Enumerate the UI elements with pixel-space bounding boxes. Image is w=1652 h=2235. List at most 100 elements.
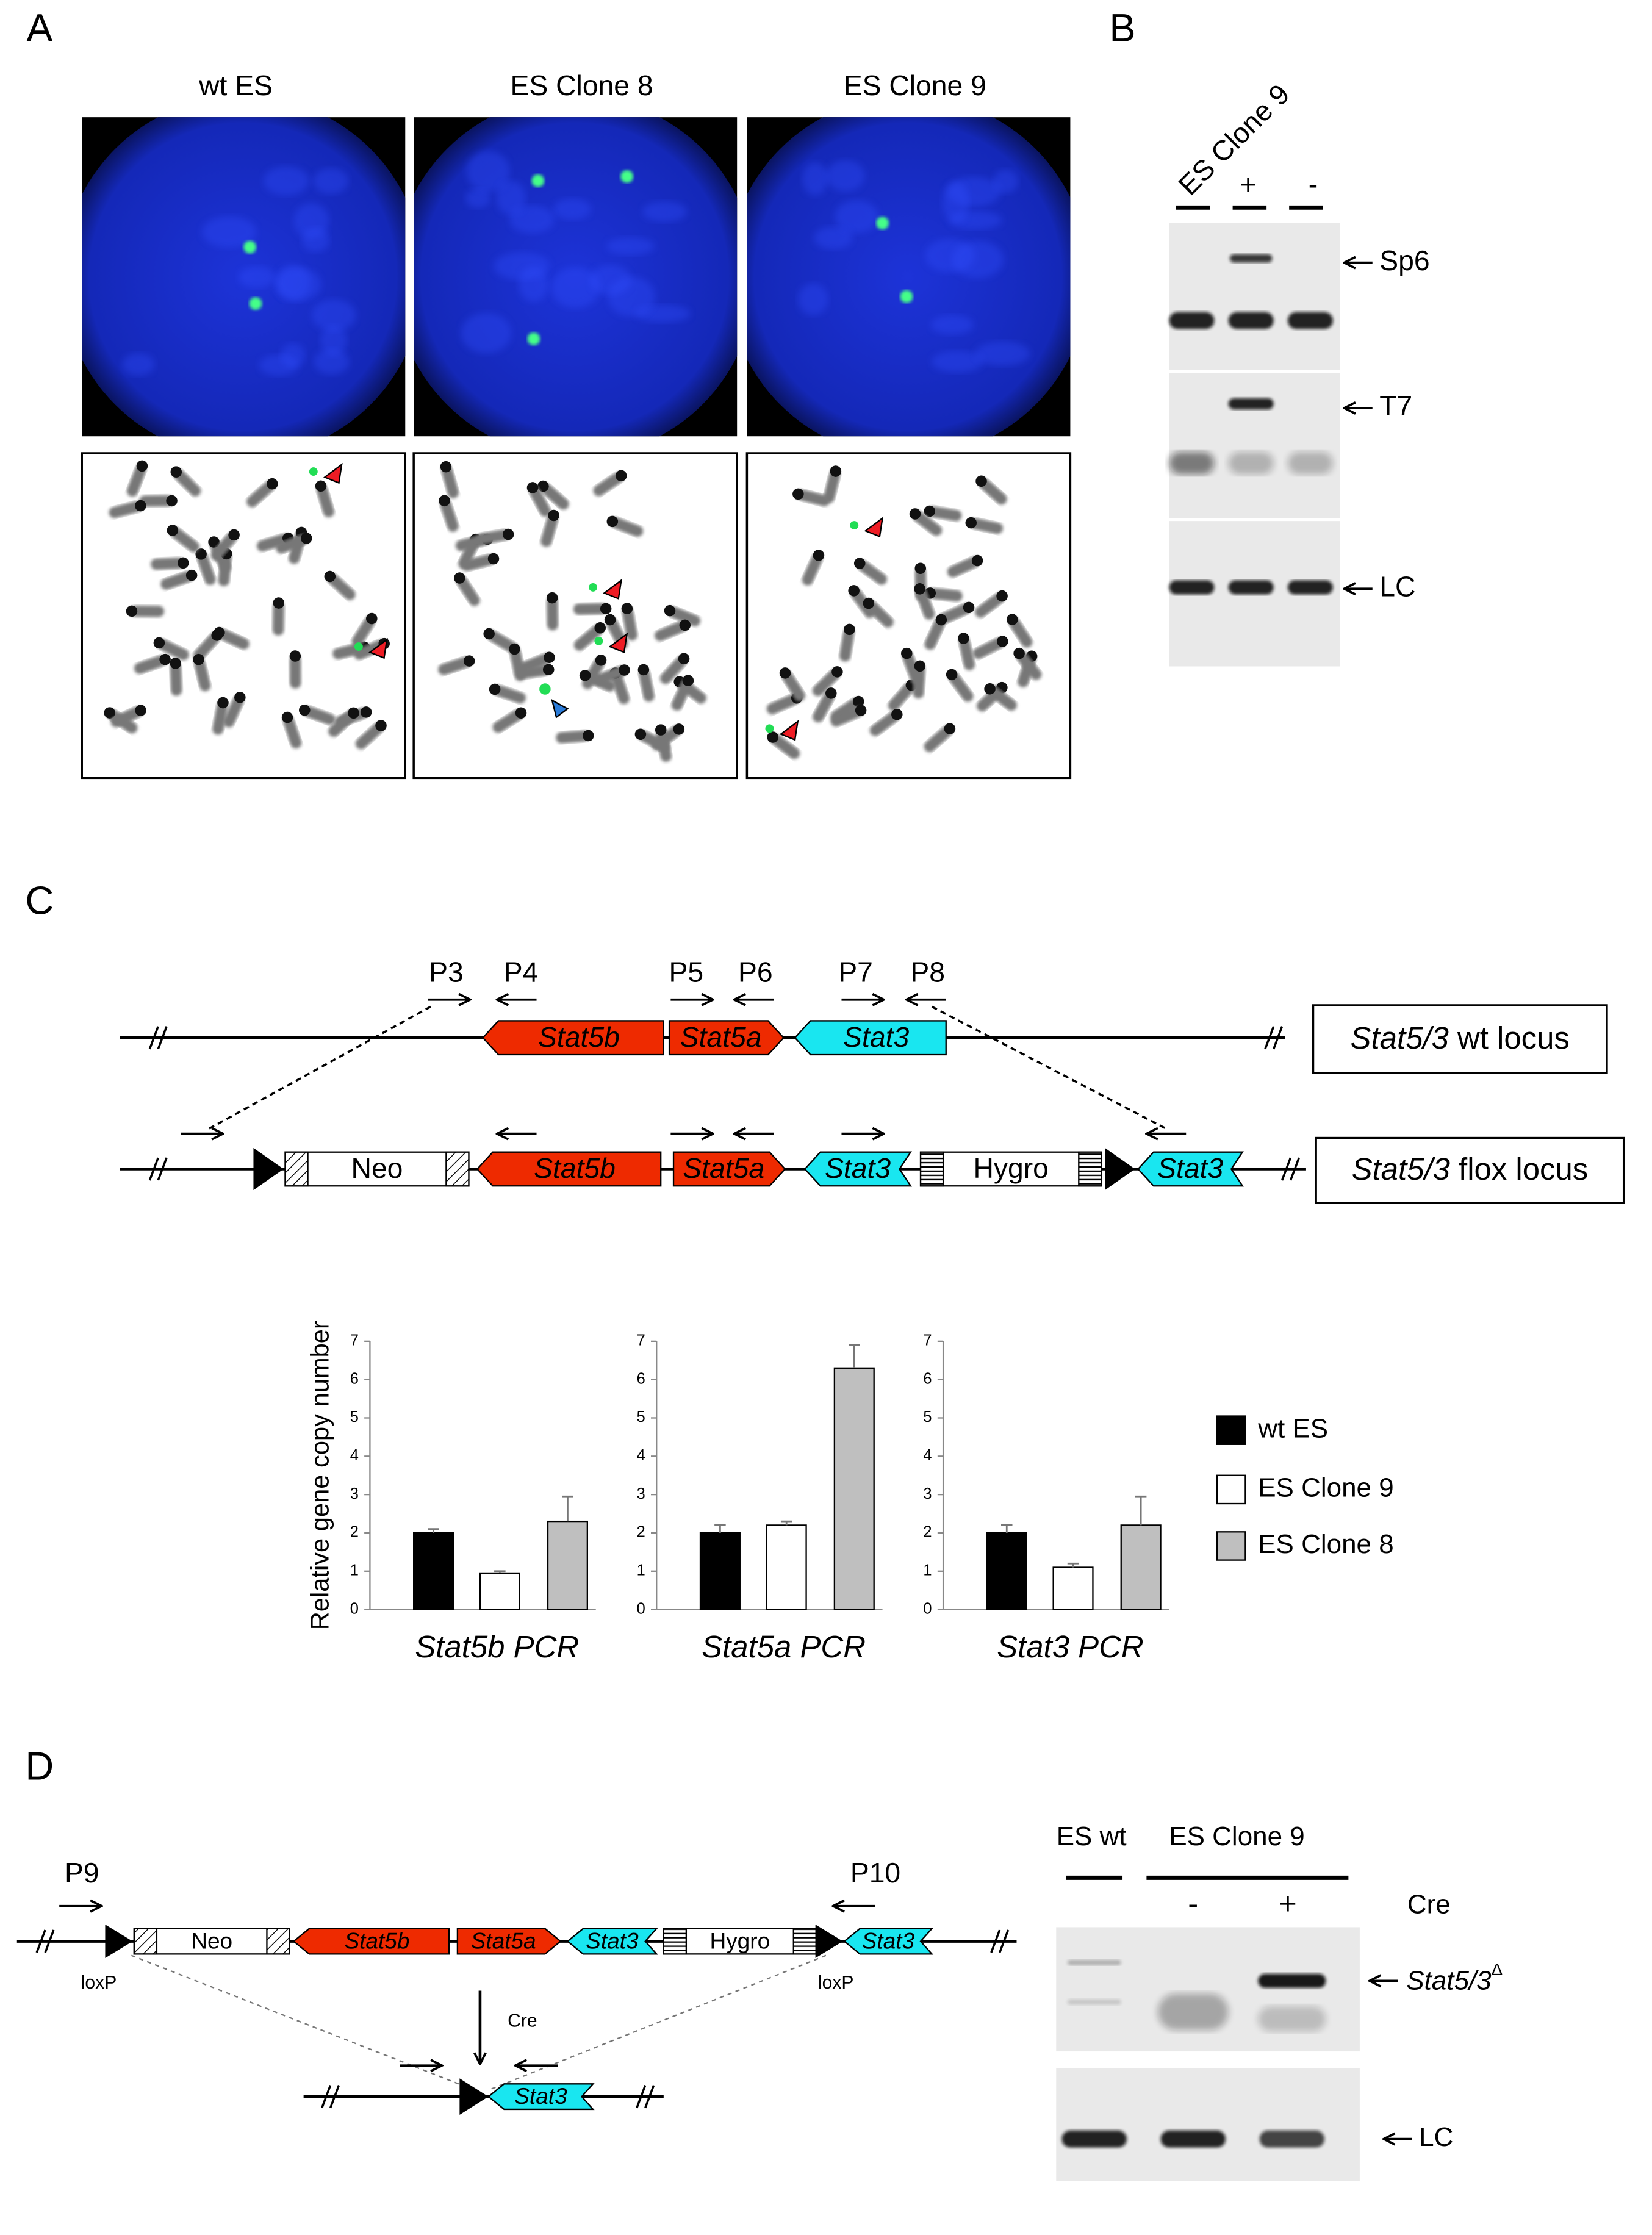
chromatid xyxy=(160,571,193,590)
line xyxy=(644,2085,655,2109)
chromatid xyxy=(110,706,143,728)
chromosome xyxy=(654,619,691,642)
gene xyxy=(456,1928,562,1955)
lane-label: - xyxy=(1188,1886,1198,1921)
chromosome xyxy=(440,461,459,498)
chromatid xyxy=(947,556,980,578)
chromatid xyxy=(812,669,840,697)
primer-label: P8 xyxy=(910,956,945,988)
chromatid xyxy=(1008,617,1033,648)
chromatid xyxy=(355,722,384,750)
fish-signal xyxy=(531,174,545,187)
line xyxy=(131,1954,473,2090)
centromere xyxy=(853,558,866,569)
chromatid xyxy=(958,637,975,670)
centromere xyxy=(267,478,278,490)
chromosome xyxy=(924,505,962,522)
centromere xyxy=(965,517,977,529)
fish-signal xyxy=(876,217,889,230)
chromatid xyxy=(573,603,608,615)
centromere xyxy=(855,705,867,716)
centromere xyxy=(996,590,1008,602)
product-label: Stat5/3Δ xyxy=(1406,1960,1503,1995)
gel-band xyxy=(1061,2130,1127,2148)
chromosome xyxy=(593,470,627,497)
centromere xyxy=(489,683,501,695)
centromere xyxy=(483,628,495,640)
dapi-spot xyxy=(465,188,491,209)
y-tick-label: 2 xyxy=(350,1524,359,1541)
chromosome xyxy=(438,655,475,675)
primer-label: P3 xyxy=(429,956,464,988)
loxp-site xyxy=(105,1925,133,1959)
locus-text: flox locus xyxy=(1450,1152,1588,1187)
line xyxy=(44,1929,55,1953)
gel-band xyxy=(1258,2006,1326,2032)
centromere xyxy=(901,647,913,659)
band-label: T7 xyxy=(1379,390,1412,422)
chromatid xyxy=(130,605,165,617)
gel-band xyxy=(1067,1999,1121,2005)
gene xyxy=(481,1020,664,1056)
chromosome xyxy=(126,605,165,617)
chromosome xyxy=(946,669,974,702)
chromosome xyxy=(355,720,387,750)
chromatid xyxy=(796,489,830,506)
dapi-spot xyxy=(122,353,155,376)
fish-signal xyxy=(850,521,859,529)
y-tick-label: 5 xyxy=(923,1408,932,1426)
centromere xyxy=(548,509,559,522)
chromatid xyxy=(193,633,220,661)
y-tick-label: 4 xyxy=(923,1447,932,1464)
chromatid xyxy=(210,532,237,561)
chromatid xyxy=(1016,651,1042,680)
dapi-spot xyxy=(932,351,983,373)
chromatid xyxy=(972,637,1005,659)
gel-band xyxy=(1169,451,1215,475)
fish-signal xyxy=(243,240,257,254)
fish-signal xyxy=(620,170,634,183)
gel xyxy=(1169,373,1340,518)
centromere xyxy=(655,724,667,736)
chromosome xyxy=(621,603,637,641)
dapi-spot xyxy=(975,342,1030,366)
chromatid xyxy=(256,533,290,552)
dapi-spot xyxy=(835,200,878,234)
centromere xyxy=(673,723,685,735)
centromere xyxy=(193,653,204,665)
dapi-spot xyxy=(802,162,828,196)
legend-label: ES Clone 8 xyxy=(1258,1529,1393,1559)
gene-label: Stat3 xyxy=(825,1152,891,1184)
gel-band xyxy=(1287,580,1333,595)
chromatid xyxy=(540,483,569,510)
chromatid xyxy=(611,517,644,537)
chromosome xyxy=(454,572,480,606)
chromatid xyxy=(139,495,173,507)
cassette-end xyxy=(266,1928,290,1955)
chromosome xyxy=(328,707,359,737)
chromatid xyxy=(924,725,952,752)
primer-label: P10 xyxy=(850,1857,900,1889)
chromosome xyxy=(839,623,855,662)
chromosome xyxy=(151,557,189,570)
centromere xyxy=(944,723,956,734)
chromosome xyxy=(218,548,232,586)
chromatid xyxy=(766,694,799,715)
centromere xyxy=(454,572,465,584)
centromere xyxy=(914,562,927,574)
cassette-end xyxy=(919,1151,944,1187)
legend-swatch xyxy=(1216,1415,1246,1445)
primer-label: P9 xyxy=(65,1857,99,1889)
gel-band xyxy=(1228,398,1274,410)
legend-label: wt ES xyxy=(1257,1413,1328,1443)
y-tick-label: 7 xyxy=(637,1332,645,1349)
fish-signal xyxy=(527,332,540,345)
centromere xyxy=(366,612,378,625)
centromere xyxy=(360,706,372,718)
chromatid xyxy=(217,628,250,650)
centromere xyxy=(664,604,676,617)
product-sup: Δ xyxy=(1492,1960,1503,1979)
centromere xyxy=(1013,647,1025,659)
chromatid xyxy=(556,730,590,744)
centromere xyxy=(375,720,387,731)
